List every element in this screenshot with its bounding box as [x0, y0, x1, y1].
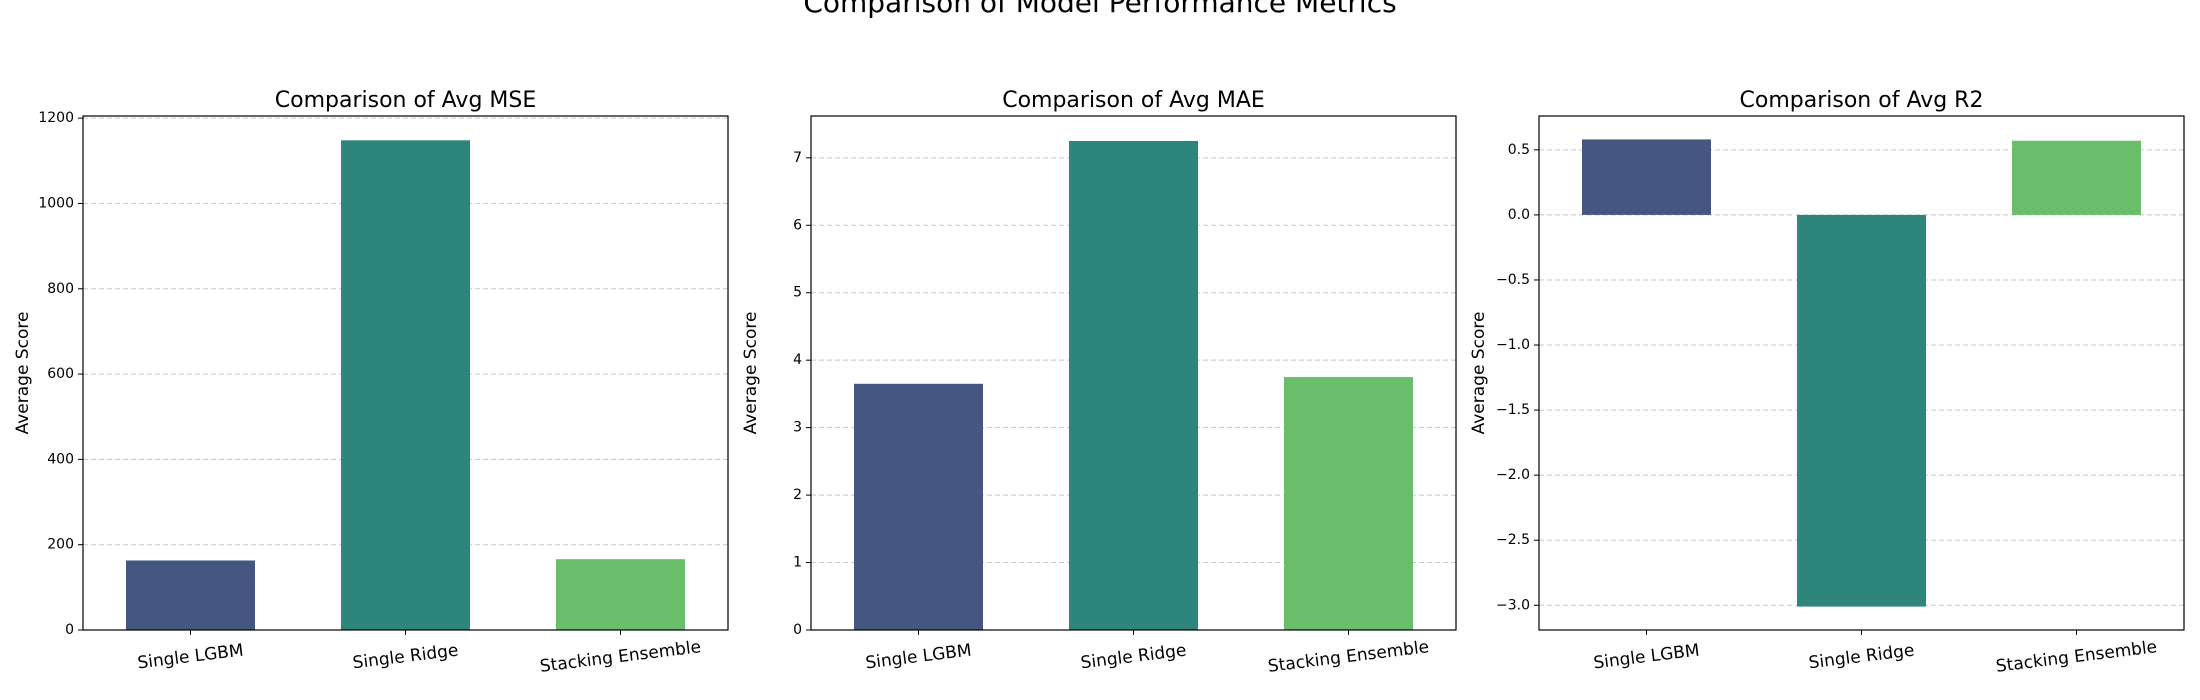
y-tick-label: 400 — [47, 451, 74, 467]
y-tick-label: −3.0 — [1496, 597, 1530, 613]
y-tick-label: −1.5 — [1496, 402, 1530, 418]
y-tick-label: −0.5 — [1496, 272, 1530, 288]
x-tick-label: Single LGBM — [1592, 641, 1700, 674]
y-tick-label: 1 — [793, 555, 802, 571]
y-tick-label: −1.0 — [1496, 337, 1530, 353]
plot-frame — [82, 115, 729, 631]
bar — [1797, 214, 1926, 607]
y-tick-label: −2.0 — [1496, 467, 1530, 483]
plot-frame — [1538, 115, 2185, 631]
y-tick-label: 0 — [65, 622, 74, 638]
y-tick-label: 0 — [793, 622, 802, 638]
chart-title: Comparison of Avg MSE — [275, 88, 537, 113]
bar — [556, 559, 685, 630]
bar — [1069, 140, 1198, 630]
y-tick-label: 0.0 — [1508, 207, 1530, 223]
x-tick-label: Single LGBM — [864, 641, 972, 674]
x-tick-label: Single LGBM — [136, 641, 244, 674]
y-axis-label: Average Score — [1469, 312, 1489, 435]
y-tick-label: 200 — [47, 537, 74, 553]
x-tick-label: Stacking Ensemble — [1995, 637, 2158, 677]
chart-title: Comparison of Avg R2 — [1740, 88, 1984, 113]
x-tick-label: Single Ridge — [1080, 641, 1188, 674]
y-tick-label: 1000 — [38, 195, 74, 211]
plot-frame — [810, 115, 1457, 631]
bar — [341, 140, 470, 630]
y-tick-label: 4 — [793, 352, 802, 368]
figure-title: Comparison of Model Performance Metrics — [803, 0, 1396, 19]
x-tick-label: Single Ridge — [1808, 641, 1916, 674]
x-tick-label: Single Ridge — [352, 641, 460, 674]
y-tick-label: 600 — [47, 366, 74, 382]
y-axis-label: Average Score — [13, 312, 33, 435]
bar — [126, 560, 255, 630]
y-axis-label: Average Score — [741, 312, 761, 435]
y-tick-label: 1200 — [38, 110, 74, 126]
bar — [854, 383, 983, 630]
y-tick-label: 0.5 — [1508, 142, 1530, 158]
bar — [1582, 139, 1711, 215]
y-tick-label: 5 — [793, 285, 802, 301]
x-tick-label: Stacking Ensemble — [539, 637, 702, 677]
y-tick-label: 6 — [793, 217, 802, 233]
y-tick-label: 7 — [793, 150, 802, 166]
y-tick-label: 3 — [793, 420, 802, 436]
bar — [2012, 140, 2141, 215]
y-tick-label: 800 — [47, 281, 74, 297]
bar — [1284, 377, 1413, 630]
y-tick-label: −2.5 — [1496, 532, 1530, 548]
y-tick-label: 2 — [793, 487, 802, 503]
chart-title: Comparison of Avg MAE — [1002, 88, 1265, 113]
x-tick-label: Stacking Ensemble — [1267, 637, 1430, 677]
